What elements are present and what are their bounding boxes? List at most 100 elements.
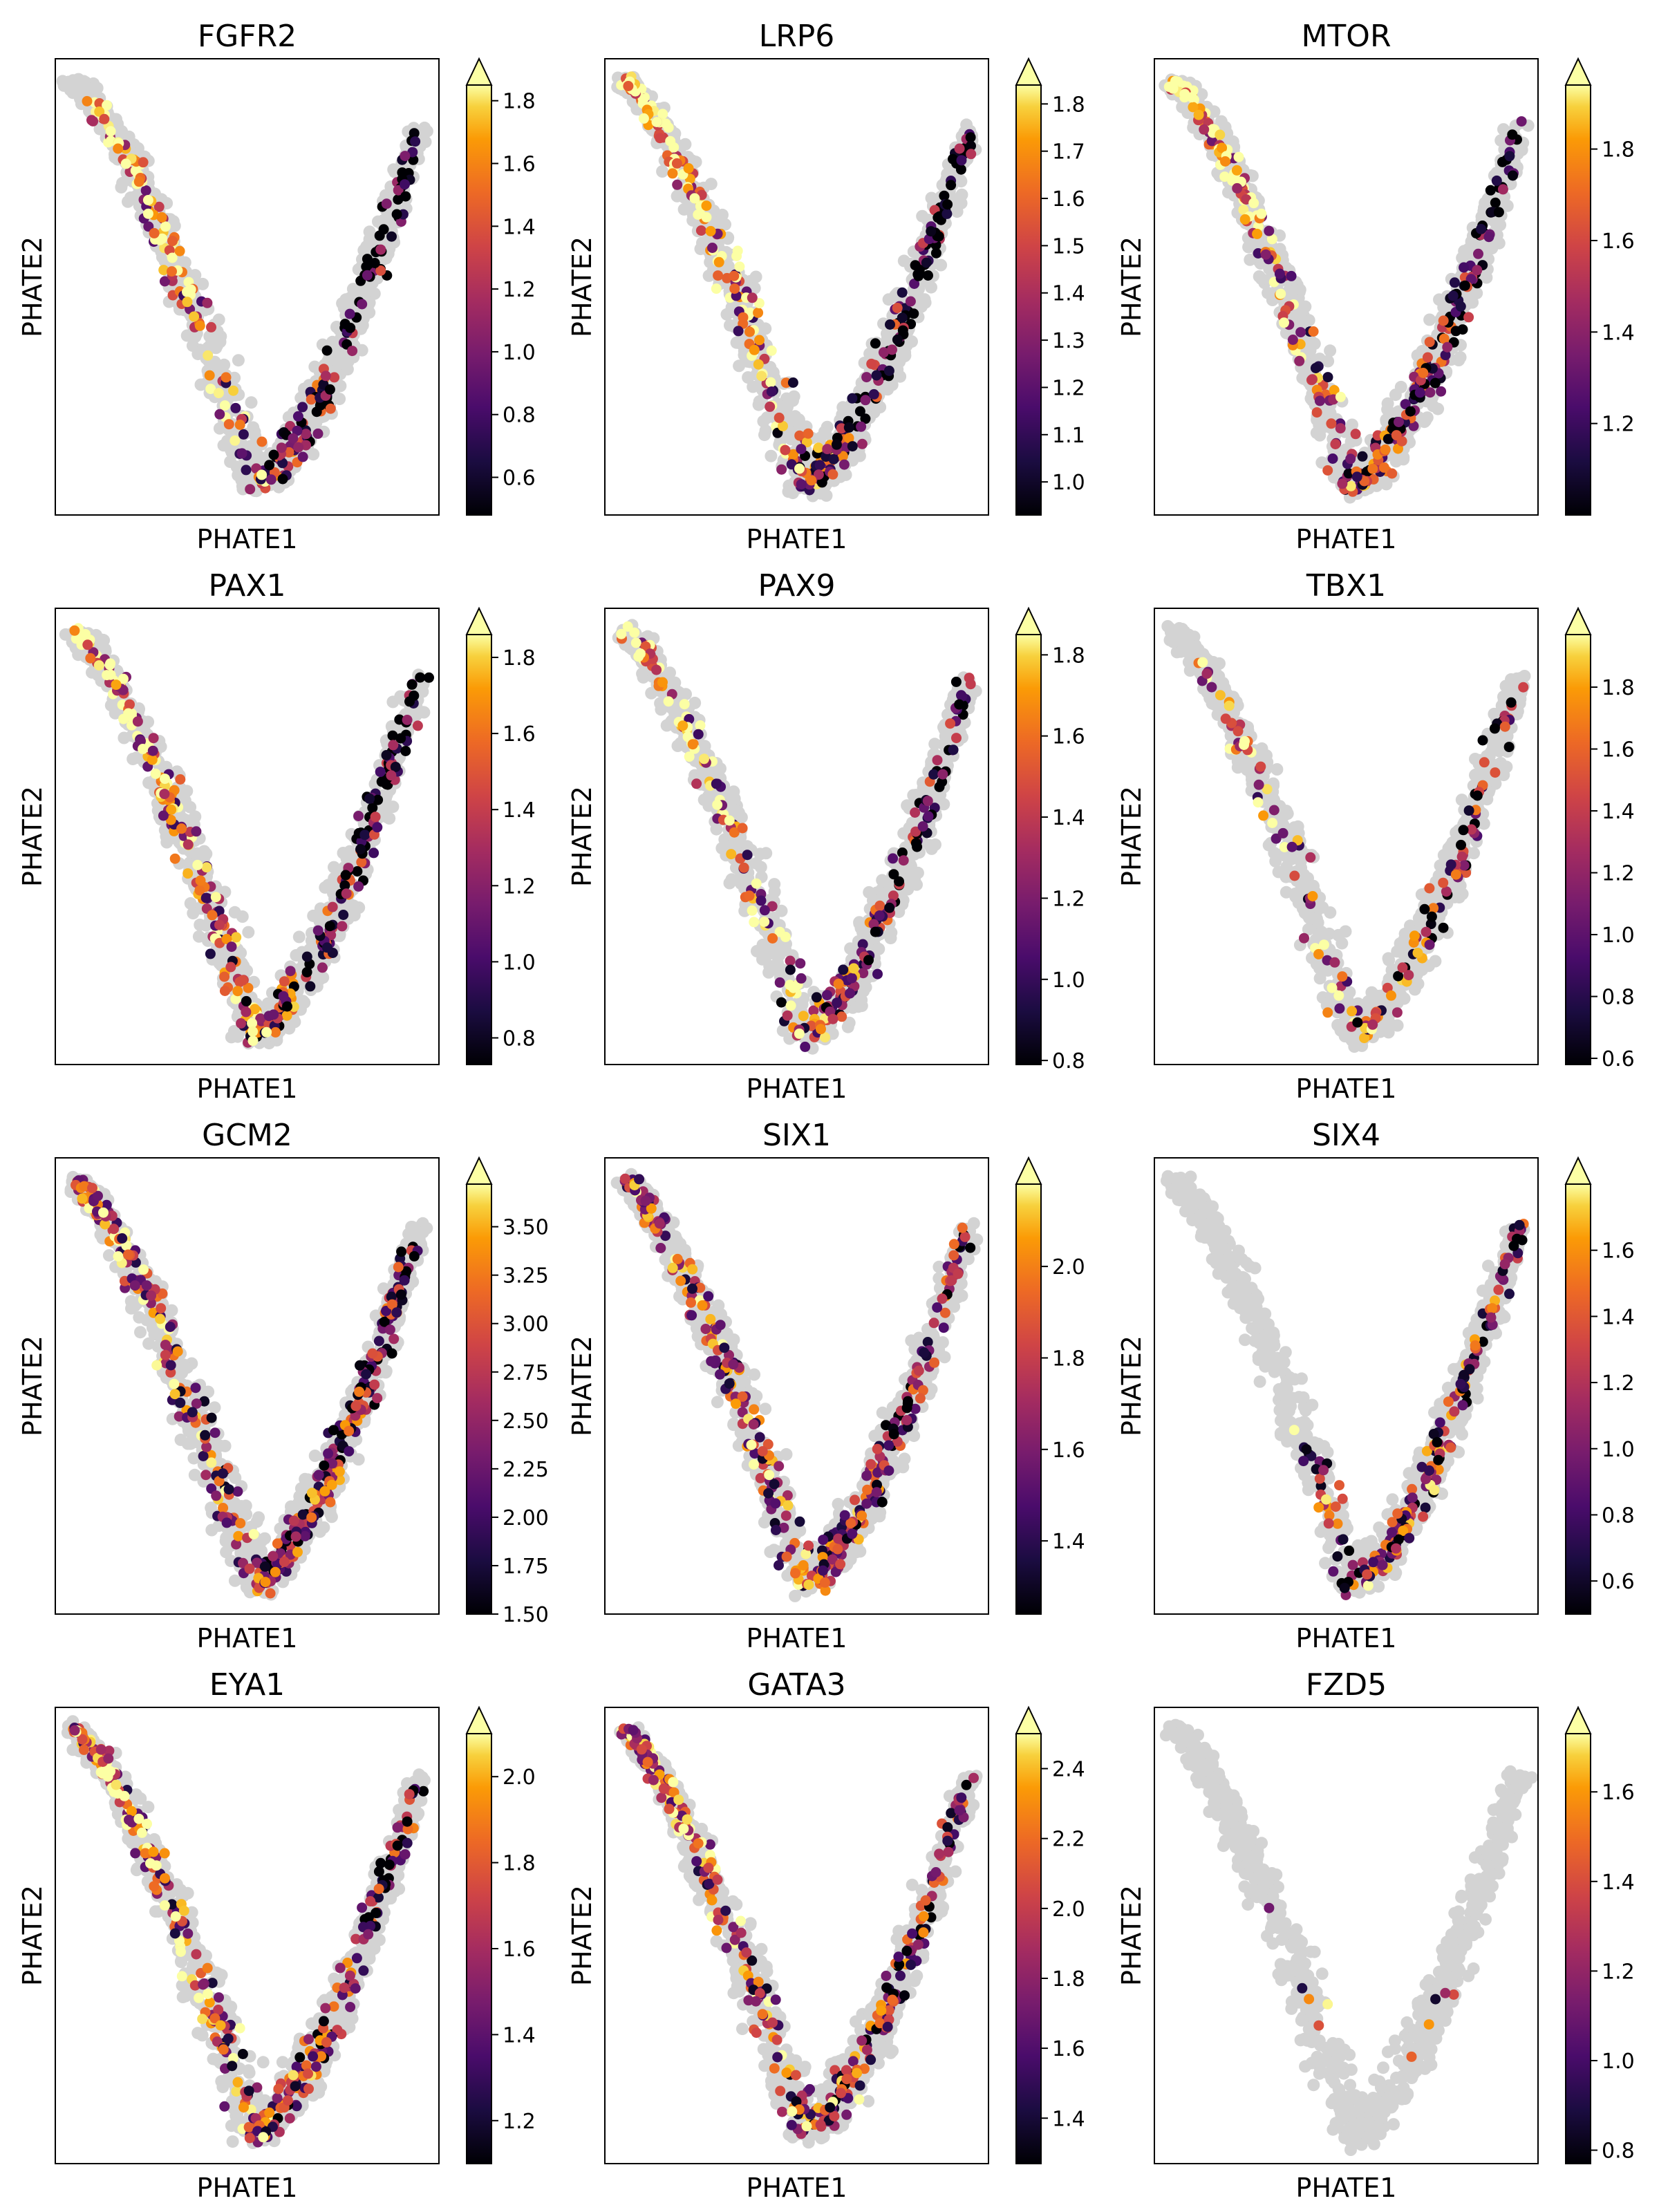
expression-point <box>930 247 941 259</box>
expression-point <box>282 1001 292 1012</box>
colorbar-tick-label: 1.0 <box>503 950 536 975</box>
expression-point <box>256 469 268 480</box>
expression-point <box>623 81 634 91</box>
background-point <box>217 439 230 452</box>
expression-point <box>149 227 160 238</box>
expression-point <box>1490 197 1501 208</box>
expression-point <box>301 966 312 977</box>
expression-point <box>278 991 289 1002</box>
expression-point <box>297 402 308 413</box>
colorbar-tick-label: 1.2 <box>503 278 536 302</box>
expression-point <box>1507 129 1518 140</box>
expression-point <box>375 265 386 276</box>
background-point <box>333 393 346 406</box>
colorbar-extend-triangle <box>465 606 493 635</box>
expression-point <box>838 459 850 470</box>
colorbar-tick-label: 1.0 <box>1052 471 1085 495</box>
expression-point <box>324 384 335 395</box>
expression-point <box>292 425 303 436</box>
expression-point <box>1232 182 1243 194</box>
expression-point <box>921 257 932 268</box>
colorbar-tick-label: 1.1 <box>1052 424 1085 448</box>
expression-point <box>1326 418 1337 429</box>
expression-point <box>1459 280 1470 291</box>
colorbar-tick-label: 1.2 <box>1602 413 1635 437</box>
expression-point <box>803 428 814 439</box>
background-point <box>380 810 393 823</box>
background-point <box>115 124 128 138</box>
expression-point <box>1504 151 1515 162</box>
expression-point <box>1447 290 1459 301</box>
expression-point <box>297 451 308 462</box>
background-point <box>1320 405 1333 418</box>
expression-point <box>281 1010 292 1021</box>
expression-point <box>221 372 232 383</box>
colorbar-tick-label: 1.8 <box>503 90 536 114</box>
expression-point <box>250 1004 261 1015</box>
expression-point <box>932 212 944 223</box>
background-point <box>142 715 155 729</box>
y-axis-label: PHATE2 <box>17 786 48 887</box>
panel-lrp6: LRP6PHATE1PHATE21.01.11.21.31.41.51.61.7… <box>567 19 1085 554</box>
background-point <box>1295 312 1308 325</box>
expression-point <box>324 921 335 932</box>
expression-point <box>1275 288 1286 299</box>
expression-point <box>1378 462 1389 473</box>
expression-point <box>344 308 355 319</box>
expression-point <box>892 303 903 313</box>
expression-point <box>813 442 824 453</box>
colorbar-extend-triangle <box>465 57 493 86</box>
y-axis-label: PHATE2 <box>17 236 48 337</box>
expression-point <box>766 345 777 356</box>
expression-point <box>638 113 649 124</box>
expression-point <box>182 868 194 879</box>
expression-point <box>369 258 380 268</box>
expression-point <box>905 296 916 307</box>
colorbar-tick-label: 1.4 <box>1052 282 1085 306</box>
expression-point <box>705 225 716 236</box>
background-point <box>749 270 762 283</box>
expression-point <box>219 400 230 411</box>
background-point <box>1394 380 1407 393</box>
expression-point <box>1322 372 1333 383</box>
expression-point <box>695 225 706 236</box>
expression-point <box>410 136 421 147</box>
expression-point <box>1422 352 1433 363</box>
expression-point <box>1335 423 1346 434</box>
expression-point <box>142 195 153 205</box>
expression-point <box>1493 207 1504 218</box>
expression-point <box>856 421 867 432</box>
background-point <box>1456 252 1469 265</box>
background-point <box>236 910 249 923</box>
expression-point <box>169 853 180 864</box>
expression-point <box>355 844 366 854</box>
expression-point <box>347 346 358 357</box>
expression-point <box>796 444 807 455</box>
expression-point <box>132 716 143 727</box>
background-point <box>355 344 368 357</box>
colorbar-gradient <box>1016 85 1041 515</box>
expression-point <box>729 283 740 294</box>
expression-point <box>856 438 868 449</box>
expression-point <box>966 149 977 160</box>
expression-point <box>111 679 122 691</box>
expression-point <box>105 658 116 669</box>
expression-point <box>1330 439 1341 449</box>
colorbar-tick-label: 1.8 <box>1052 93 1085 117</box>
background-point <box>960 118 973 131</box>
expression-point <box>288 433 299 444</box>
expression-point <box>910 260 921 271</box>
expression-point <box>822 444 833 455</box>
expression-point <box>306 394 317 405</box>
expression-point <box>1231 165 1242 176</box>
expression-point <box>827 469 838 480</box>
expression-point <box>241 465 252 476</box>
colorbar-tick-label: 1.4 <box>1602 321 1635 345</box>
colorbar-gradient <box>1566 85 1591 515</box>
background-point <box>313 973 326 986</box>
expression-point <box>693 209 704 220</box>
background-point <box>656 165 669 178</box>
